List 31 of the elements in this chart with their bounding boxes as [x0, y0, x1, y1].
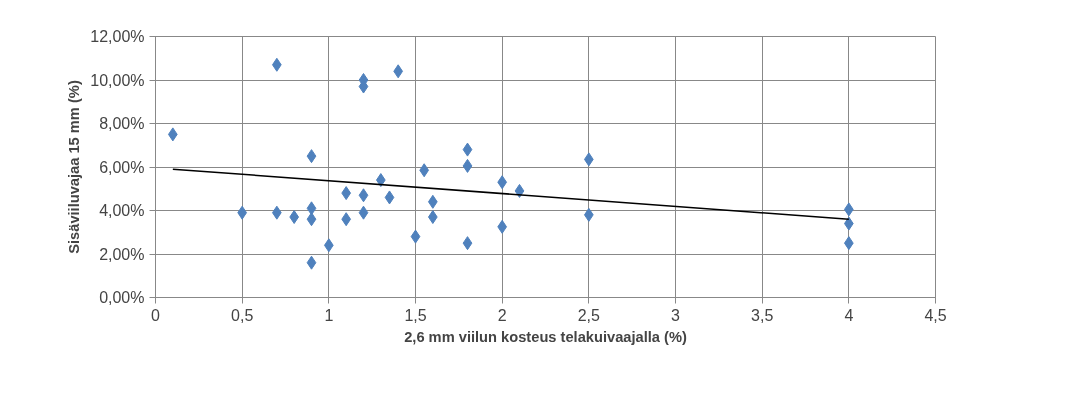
x-tick-label: 0,5: [231, 306, 254, 324]
point: [462, 142, 473, 157]
y-axis-title: Sisäviiluvajaa 15 mm (%): [66, 80, 83, 254]
y-tick-label: 8,00%: [99, 115, 145, 132]
point: [358, 188, 369, 203]
point: [358, 205, 369, 220]
point: [462, 236, 473, 251]
point: [514, 183, 525, 198]
x-tick-label: 3: [671, 306, 681, 324]
x-tick-label: 2,5: [577, 306, 601, 324]
y-tick-label: 2,00%: [99, 245, 145, 263]
x-axis-title: 2,6 mm viilun kosteus telakuivaajalla (%): [404, 328, 687, 345]
y-tick-label: 0,00%: [99, 289, 145, 306]
point: [462, 158, 473, 173]
x-tick-label: 3,5: [751, 306, 774, 324]
point: [410, 229, 421, 244]
x-tick-label: 1: [324, 306, 334, 324]
x-tick-label: 4,5: [924, 306, 947, 324]
y-tick-label: 6,00%: [99, 158, 145, 176]
point: [384, 190, 395, 205]
point: [306, 149, 317, 164]
x-tick-label: 0: [151, 306, 161, 324]
x-tick-label: 1,5: [404, 306, 427, 324]
y-tick-label: 12,00%: [90, 28, 145, 45]
point: [306, 212, 317, 227]
point: [306, 201, 317, 216]
y-tick-label: 10,00%: [90, 71, 145, 89]
point: [306, 255, 317, 270]
x-tick-label: 4: [844, 306, 854, 324]
x-tick-label: 2: [497, 306, 507, 324]
y-tick-label: 4,00%: [99, 202, 145, 219]
